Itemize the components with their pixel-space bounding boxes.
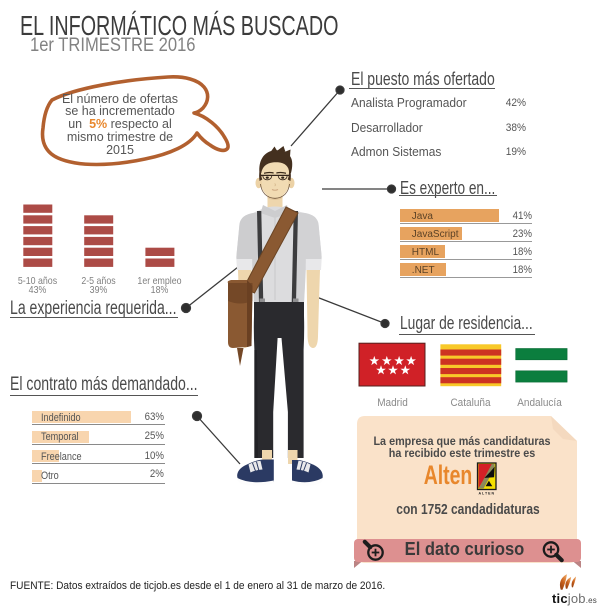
svg-text:ALTEN: ALTEN bbox=[478, 492, 495, 496]
